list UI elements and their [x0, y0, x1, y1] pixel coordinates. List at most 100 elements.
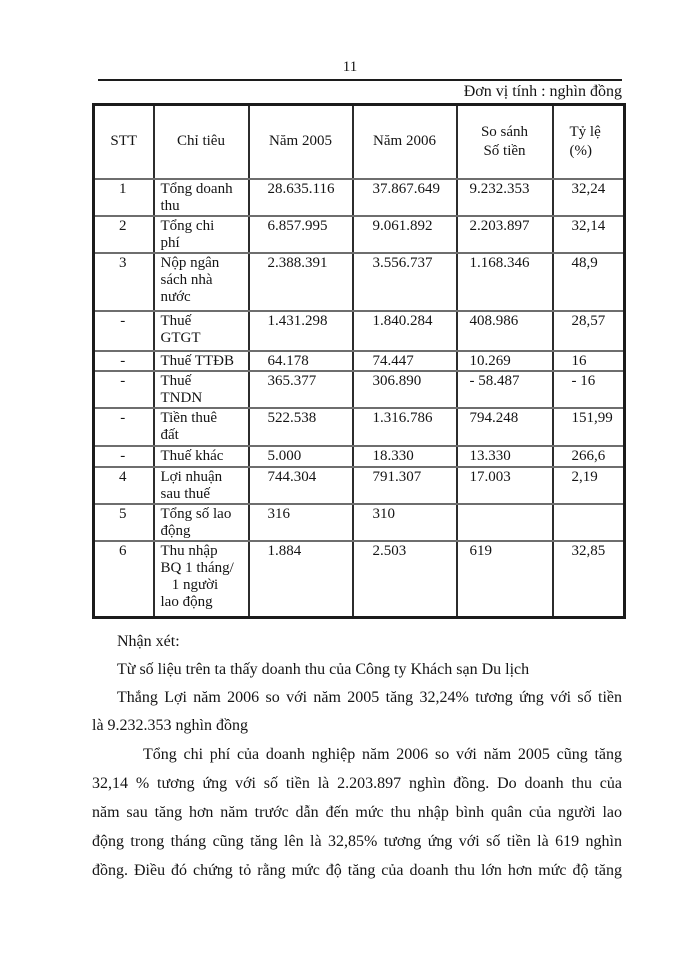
cell-nam-2006: 1.316.786 — [351, 406, 458, 447]
table-row: - Thuế TNDN 365.377 306.890- 58.487- 16 — [92, 369, 626, 409]
cell-ty-le: 32,24 — [551, 177, 626, 217]
col-header-chi-tieu: Chỉ tiêu — [152, 103, 250, 180]
paragraph-line: là 9.232.353 nghìn đồng — [92, 717, 248, 734]
cell-nam-2006: 3.556.737 — [351, 251, 458, 312]
cell-nam-2005: 28.635.116 — [247, 177, 354, 217]
page-number: 11 — [342, 59, 358, 75]
cell-nam-2006: 9.061.892 — [351, 214, 458, 254]
cell-stt: - — [92, 369, 155, 409]
cell-stt: - — [92, 309, 155, 352]
cell-chi-tieu: Tiền thuê đất — [152, 406, 250, 447]
cell-chi-tieu: Thuế GTGT — [152, 309, 250, 352]
cell-nam-2005: 522.538 — [247, 406, 354, 447]
cell-chi-tieu: Thu nhập BQ 1 tháng/ 1 người lao động — [152, 539, 250, 619]
cell-stt: 1 — [92, 177, 155, 217]
paragraph-line: đồng. Điều đó chứng tỏ rằng mức độ tăng … — [92, 862, 622, 879]
cell-nam-2006: 2.503 — [351, 539, 458, 619]
cell-nam-2006: 37.867.649 — [351, 177, 458, 217]
table-row: 2 Tổng chi phí 6.857.995 9.061.892 2.203.897… — [92, 214, 626, 254]
cell-nam-2005: 64.178 — [247, 349, 354, 372]
cell-so-sanh — [455, 502, 554, 542]
cell-nam-2005: 1.884 — [247, 539, 354, 619]
cell-stt: - — [92, 349, 155, 372]
cell-stt: - — [92, 444, 155, 468]
cell-so-sanh: - 58.487 — [455, 369, 554, 409]
unit-note: Đơn vị tính : nghìn đồng — [463, 83, 622, 100]
cell-ty-le — [551, 502, 626, 542]
table-row: - Thuế GTGT 1.431.298 1.840.284 408.986 28,57 — [92, 309, 626, 352]
cell-chi-tieu: Tổng số lao động — [152, 502, 250, 542]
cell-ty-le: 28,57 — [551, 309, 626, 352]
col-header-nam-2006: Năm 2006 — [351, 103, 458, 180]
cell-chi-tieu: Thuế TTĐB — [152, 349, 250, 372]
cell-ty-le: 32,85 — [551, 539, 626, 619]
cell-so-sanh: 408.986 — [455, 309, 554, 352]
cell-ty-le: 48,9 — [551, 251, 626, 312]
cell-so-sanh: 1.168.346 — [455, 251, 554, 312]
cell-nam-2006: 74.447 — [351, 349, 458, 372]
paragraph-line: Nhận xét: — [117, 633, 180, 650]
paragraph-line: 32,14 % tương ứng với số tiền là 2.203.8… — [92, 775, 622, 792]
cell-ty-le: 16 — [551, 349, 626, 372]
cell-nam-2006: 306.890 — [351, 369, 458, 409]
table-row: - Tiền thuê đất 522.538 1.316.786 794.248 151… — [92, 406, 626, 447]
table-row: - Thuế khác 5.000 18.330 13.330 266,6 — [92, 444, 626, 468]
cell-ty-le: 32,14 — [551, 214, 626, 254]
paragraph-line: Từ số liệu trên ta thấy doanh thu của Cô… — [117, 661, 530, 678]
cell-nam-2006: 1.840.284 — [351, 309, 458, 352]
cell-nam-2005: 365.377 — [247, 369, 354, 409]
cell-so-sanh: 619 — [455, 539, 554, 619]
cell-chi-tieu: Thuế khác — [152, 444, 250, 468]
table-row: - Thuế TTĐB 64.178 74.447 10.269 16 — [92, 349, 626, 372]
cell-nam-2006: 791.307 — [351, 465, 458, 505]
table-row: 5 Tổng số lao động 316 310 — [92, 502, 626, 542]
cell-ty-le: 151,99 — [551, 406, 626, 447]
cell-nam-2005: 2.388.391 — [247, 251, 354, 312]
col-header-ty-le: Tỷ lệ (%) — [551, 103, 626, 180]
cell-nam-2005: 6.857.995 — [247, 214, 354, 254]
financial-comparison-table: STT Chỉ tiêu Năm 2005 Năm 2006 So sánh S… — [92, 103, 626, 619]
table-header-row: STT Chỉ tiêu Năm 2005 Năm 2006 So sánh S… — [92, 103, 626, 180]
col-header-stt: STT — [92, 103, 155, 180]
cell-nam-2005: 316 — [247, 502, 354, 542]
paragraph-line: Tổng chi phí của doanh nghiệp năm 2006 s… — [143, 746, 622, 763]
cell-chi-tieu: Tổng doanh thu — [152, 177, 250, 217]
paragraph-analysis: Tổng chi phí của doanh nghiệp năm 2006 s… — [92, 740, 622, 885]
cell-so-sanh: 13.330 — [455, 444, 554, 468]
cell-ty-le: - 16 — [551, 369, 626, 409]
cell-nam-2005: 5.000 — [247, 444, 354, 468]
paragraph-line: động trong tháng cũng tăng lên là 32,85%… — [92, 833, 622, 850]
cell-chi-tieu: Tổng chi phí — [152, 214, 250, 254]
header-rule — [98, 79, 622, 81]
paragraph-remarks: Nhận xét: Từ số liệu trên ta thấy doanh t… — [92, 628, 622, 740]
cell-chi-tieu: Nộp ngân sách nhà nước — [152, 251, 250, 312]
cell-so-sanh: 2.203.897 — [455, 214, 554, 254]
cell-nam-2005: 744.304 — [247, 465, 354, 505]
table-row: 3 Nộp ngân sách nhà nước 2.388.391 3.556.73… — [92, 251, 626, 312]
cell-so-sanh: 10.269 — [455, 349, 554, 372]
cell-so-sanh: 794.248 — [455, 406, 554, 447]
cell-nam-2005: 1.431.298 — [247, 309, 354, 352]
table-row: 1 Tổng doanh thu 28.635.116 37.867.649 9.232… — [92, 177, 626, 217]
cell-stt: 4 — [92, 465, 155, 505]
cell-chi-tieu: Thuế TNDN — [152, 369, 250, 409]
col-header-nam-2005: Năm 2005 — [247, 103, 354, 180]
cell-so-sanh: 9.232.353 — [455, 177, 554, 217]
table-row: 4 Lợi nhuận sau thuế 744.304 791.307 17.003 2… — [92, 465, 626, 505]
cell-stt: 3 — [92, 251, 155, 312]
cell-nam-2006: 18.330 — [351, 444, 458, 468]
col-header-so-sanh: So sánh Số tiền — [455, 103, 554, 180]
paragraph-line: Thắng Lợi năm 2006 so với năm 2005 tăng … — [117, 689, 622, 706]
cell-stt: 6 — [92, 539, 155, 619]
cell-so-sanh: 17.003 — [455, 465, 554, 505]
cell-nam-2006: 310 — [351, 502, 458, 542]
cell-stt: 2 — [92, 214, 155, 254]
table-row: 6 Thu nhập BQ 1 tháng/ 1 người lao động 1.… — [92, 539, 626, 619]
paragraph-line: năm sau tăng hơn năm trước dẫn đến mức t… — [92, 804, 622, 821]
cell-stt: 5 — [92, 502, 155, 542]
cell-ty-le: 266,6 — [551, 444, 626, 468]
cell-chi-tieu: Lợi nhuận sau thuế — [152, 465, 250, 505]
cell-ty-le: 2,19 — [551, 465, 626, 505]
cell-stt: - — [92, 406, 155, 447]
